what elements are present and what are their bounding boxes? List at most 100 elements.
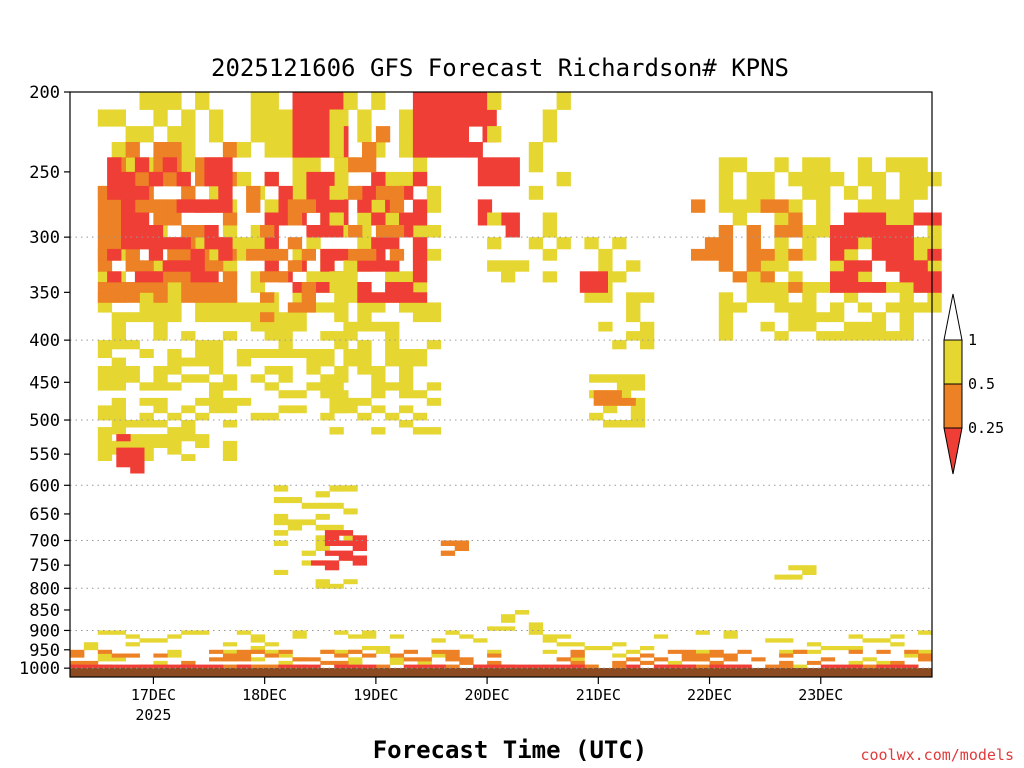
heatmap-cell — [111, 282, 126, 293]
heatmap-cell — [209, 397, 224, 406]
heatmap-cell — [107, 157, 122, 173]
heatmap-cell — [329, 185, 344, 200]
heatmap-cell — [264, 302, 279, 313]
heatmap-cell — [167, 357, 182, 367]
heatmap-cell — [111, 340, 126, 350]
heatmap-cell — [528, 626, 544, 631]
heatmap-cell — [153, 664, 168, 669]
heatmap-cell — [301, 282, 316, 293]
heatmap-cell — [871, 282, 887, 293]
heatmap-cell — [899, 271, 914, 283]
heatmap-cell — [209, 292, 224, 303]
heatmap-cell — [899, 157, 914, 173]
heatmap-cell — [222, 260, 238, 272]
heatmap-cell — [264, 126, 279, 143]
heatmap-cell — [426, 199, 442, 213]
heatmap-cell — [454, 126, 469, 143]
heatmap-cell — [97, 649, 113, 654]
heatmap-cell — [111, 397, 126, 406]
heatmap-cell — [399, 282, 414, 293]
heatmap-cell — [278, 660, 293, 665]
heatmap-cell — [899, 212, 914, 226]
heatmap-cell — [746, 271, 761, 283]
heatmap-cell — [904, 664, 919, 669]
heatmap-cell — [385, 292, 400, 303]
heatmap-cell — [352, 540, 367, 546]
heatmap-cell — [927, 225, 942, 238]
heatmap-cell — [181, 142, 196, 158]
heatmap-cell — [857, 282, 873, 293]
heatmap-cell — [774, 282, 789, 293]
heatmap-cell — [111, 427, 126, 435]
heatmap-cell — [788, 282, 803, 293]
heatmap-cell — [250, 126, 265, 143]
heatmap-cell — [426, 248, 442, 261]
heatmap-cell — [111, 382, 126, 391]
heatmap-cell — [788, 225, 803, 238]
heatmap-cell — [362, 157, 377, 173]
heatmap-cell — [718, 185, 734, 200]
heatmap-cell — [125, 126, 140, 143]
heatmap-cell — [306, 142, 321, 158]
heatmap-cell — [125, 248, 140, 261]
heatmap-cell — [250, 634, 265, 639]
heatmap-cell — [848, 646, 863, 651]
legend-swatch-above-1 — [943, 293, 963, 341]
heatmap-cell — [385, 321, 400, 332]
heatmap-cell — [181, 660, 196, 665]
heatmap-cell — [278, 664, 293, 669]
heatmap-cell — [927, 302, 942, 313]
heatmap-cell — [412, 126, 428, 143]
heatmap-cell — [626, 292, 641, 303]
heatmap-cell — [487, 653, 502, 658]
heatmap-cell — [83, 664, 99, 669]
heatmap-cell — [412, 312, 428, 323]
heatmap-cell — [904, 649, 919, 654]
heatmap-cell — [760, 171, 775, 187]
y-tick-label: 950 — [29, 641, 60, 661]
heatmap-cell — [570, 649, 585, 654]
heatmap-cell — [802, 282, 817, 293]
heatmap-cell — [204, 171, 219, 187]
heatmap-cell — [834, 664, 849, 669]
heatmap-cell — [218, 185, 233, 200]
heatmap-cell — [570, 657, 585, 662]
heatmap-cell — [830, 248, 845, 261]
heatmap-cell — [871, 237, 887, 250]
heatmap-cell — [97, 271, 113, 283]
heatmap-cell — [871, 185, 887, 200]
heatmap-cell — [190, 248, 205, 261]
heatmap-cell — [292, 634, 307, 639]
heatmap-cell — [412, 390, 428, 399]
heatmap-cell — [899, 225, 914, 238]
heatmap-cell — [111, 292, 126, 303]
heatmap-cell — [134, 212, 150, 226]
heatmap-cell — [857, 171, 873, 187]
heatmap-cell — [737, 649, 752, 654]
heatmap-cell — [287, 302, 303, 313]
heatmap-cell — [746, 282, 761, 293]
heatmap-cell — [195, 397, 210, 406]
heatmap-cell — [788, 312, 803, 323]
heatmap-cell — [287, 497, 303, 504]
heatmap-cell — [320, 92, 335, 110]
heatmap-cell — [774, 331, 789, 341]
heatmap-cell — [760, 271, 775, 283]
heatmap-cell — [348, 657, 363, 662]
heatmap-cell — [445, 664, 460, 669]
heatmap-cell — [871, 248, 887, 261]
heatmap-cell — [343, 282, 358, 293]
heatmap-cell — [320, 271, 335, 283]
heatmap-cell — [167, 447, 182, 455]
heatmap-cell — [278, 142, 293, 158]
heatmap-cell — [315, 513, 330, 520]
heatmap-cell — [292, 390, 307, 399]
heatmap-cell — [857, 321, 873, 332]
heatmap-cell — [97, 405, 113, 414]
heatmap-cell — [209, 382, 224, 391]
heatmap-cell — [273, 569, 289, 575]
heatmap-cell — [338, 530, 354, 536]
heatmap-cell — [139, 638, 154, 643]
heatmap-cell — [885, 331, 900, 341]
heatmap-cell — [371, 321, 386, 332]
